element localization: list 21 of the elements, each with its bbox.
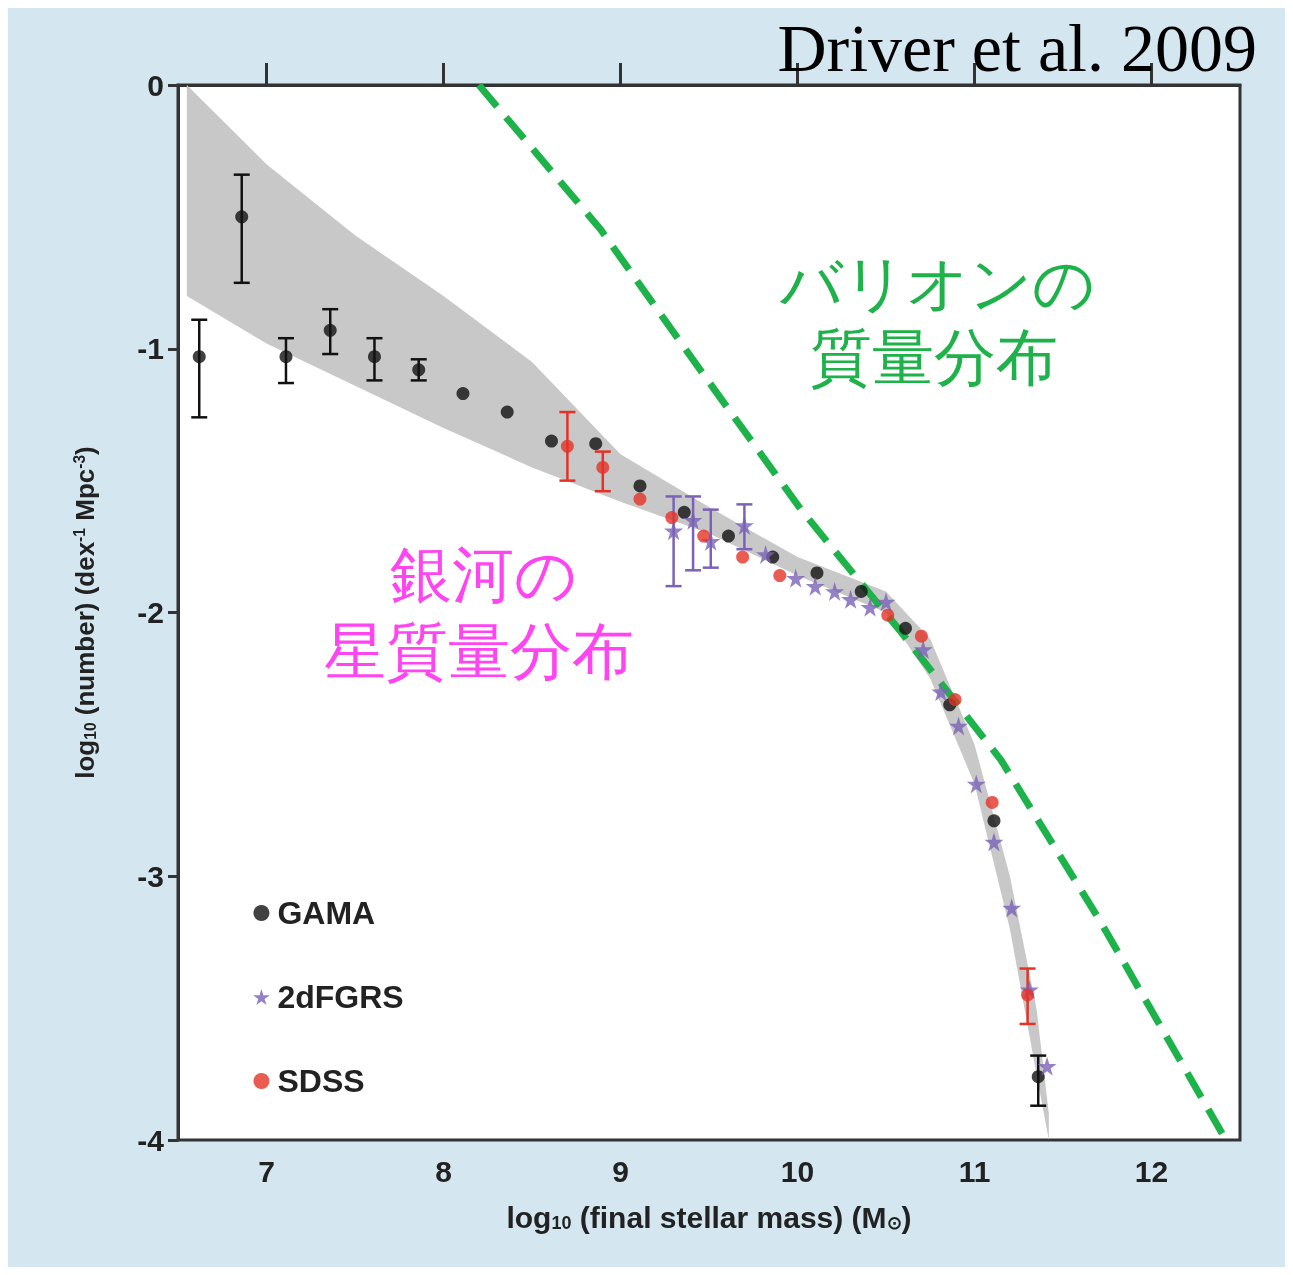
legend-label: SDSS	[277, 1063, 365, 1099]
x-tick-label: 10	[780, 1154, 815, 1188]
legend-label: GAMA	[277, 895, 376, 931]
annotation: 質量分布	[810, 322, 1058, 392]
legend-label: 2dFGRS	[277, 979, 404, 1015]
x-tick-label: 8	[435, 1154, 452, 1188]
annotation: 銀河の	[390, 539, 577, 609]
x-axis-title: log10 (final stellar mass) (M⊙)	[506, 1200, 912, 1234]
annotation: 星質量分布	[324, 616, 634, 686]
y-tick-label: -1	[137, 332, 164, 366]
y-tick-label: -3	[137, 859, 164, 893]
y-tick-label: -2	[137, 596, 164, 629]
y-tick-label: 0	[147, 68, 164, 102]
annotation: バリオンの	[779, 248, 1095, 318]
y-tick-label: -4	[137, 1123, 165, 1157]
x-tick-label: 9	[612, 1154, 629, 1188]
y-axis-title: log10 (number) (dex-1 Mpc-3)	[69, 446, 100, 779]
x-tick-label: 7	[258, 1154, 275, 1188]
x-tick-label: 12	[1134, 1154, 1169, 1188]
x-tick-label: 11	[958, 1154, 991, 1188]
annotation: Driver et al. 2009	[777, 10, 1258, 86]
